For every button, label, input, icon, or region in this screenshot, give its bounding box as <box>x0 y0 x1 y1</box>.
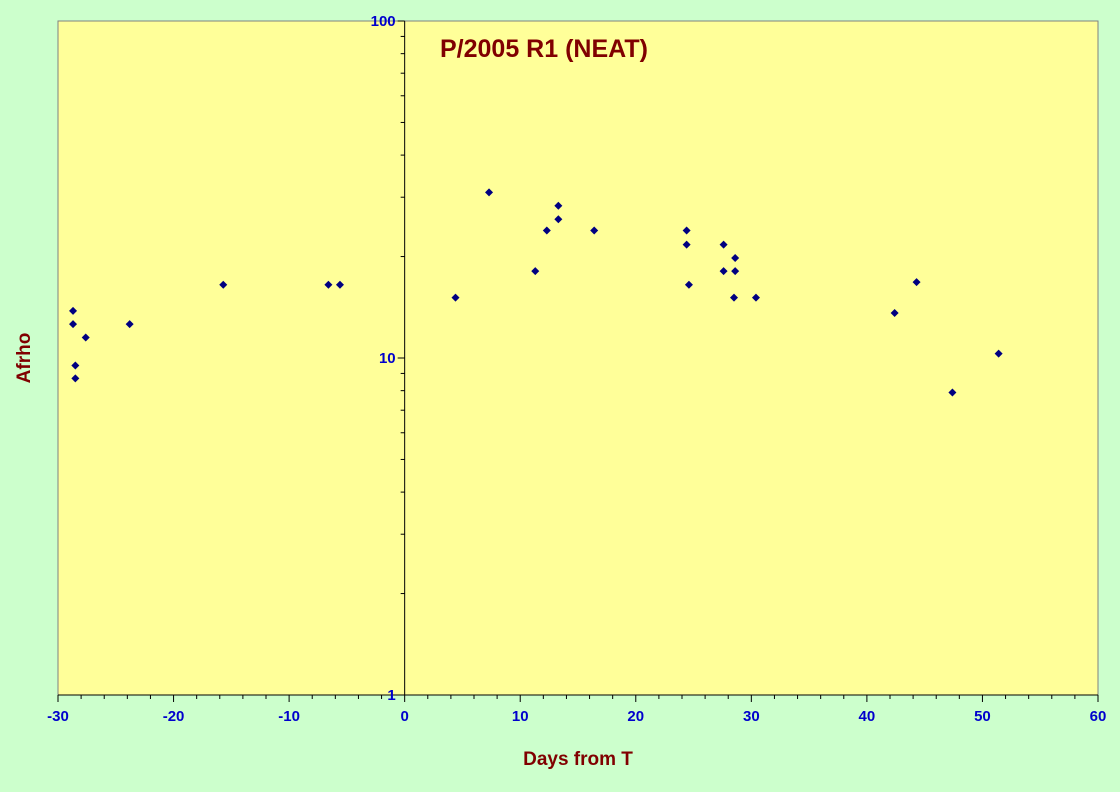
plot-area <box>57 20 1099 696</box>
data-point <box>335 280 344 289</box>
data-point <box>730 293 738 302</box>
x-tick-label: 40 <box>859 708 876 725</box>
y-tick-label: 10 <box>379 350 396 367</box>
data-point <box>948 388 957 397</box>
data-point <box>69 320 78 329</box>
data-point <box>81 333 90 342</box>
data-point <box>890 308 899 317</box>
x-tick-label: 30 <box>743 708 760 725</box>
data-point <box>324 280 333 289</box>
data-points <box>69 188 1003 397</box>
data-point <box>531 267 540 276</box>
data-point <box>684 280 693 289</box>
data-point <box>719 267 728 276</box>
data-point <box>69 306 78 315</box>
data-point <box>751 293 760 302</box>
data-point <box>994 349 1003 358</box>
x-tick-label: 50 <box>974 708 991 725</box>
data-point <box>125 320 134 329</box>
x-tick-label: 0 <box>400 708 408 725</box>
x-tick-label: 10 <box>512 708 529 725</box>
x-tick-label: -10 <box>278 708 300 725</box>
axes <box>57 20 1099 702</box>
data-point <box>731 267 740 276</box>
data-point <box>731 254 740 263</box>
tick-labels: -30 -20 -10 0 10 20 30 40 50 60 1 10 100 <box>47 13 1106 725</box>
chart-title: P/2005 R1 (NEAT) <box>440 35 648 63</box>
x-tick-label: 60 <box>1090 708 1107 725</box>
data-point <box>682 226 691 235</box>
x-tick-label: 20 <box>627 708 644 725</box>
y-axis-title: Afrho <box>14 333 35 384</box>
data-point <box>590 226 599 235</box>
x-tick-label: -20 <box>163 708 185 725</box>
data-point <box>682 240 691 249</box>
data-point <box>451 293 460 302</box>
data-point <box>912 278 921 287</box>
data-point <box>71 374 80 383</box>
data-point <box>542 226 551 235</box>
x-axis-title: Days from T <box>523 749 633 770</box>
data-point <box>554 201 563 210</box>
y-tick-label: 100 <box>371 13 396 30</box>
data-point <box>71 361 80 370</box>
data-point <box>485 188 494 197</box>
data-point <box>719 240 728 249</box>
data-point <box>554 215 563 224</box>
x-tick-label: -30 <box>47 708 69 725</box>
y-tick-label: 1 <box>387 687 395 704</box>
data-point <box>219 280 228 289</box>
